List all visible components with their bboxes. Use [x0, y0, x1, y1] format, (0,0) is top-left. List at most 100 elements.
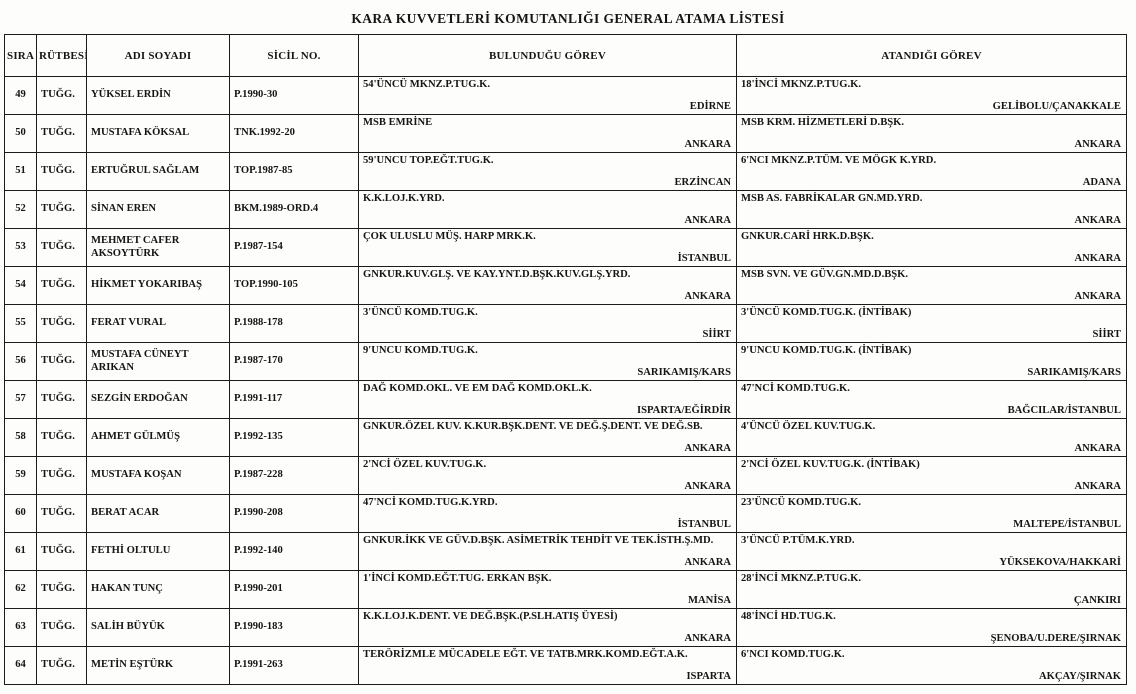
assigned-duty-cell: 48'İNCİ HD.TUG.K. ŞENOBA/U.DERE/ŞIRNAK [736, 608, 1127, 647]
assigned-duty-wrap: 47'NCİ KOMD.TUG.K. BAĞCILAR/İSTANBUL [738, 382, 1126, 418]
name-cell: SALİH BÜYÜK [86, 608, 230, 647]
assigned-duty-cell: 23'ÜNCÜ KOMD.TUG.K. MALTEPE/İSTANBUL [736, 494, 1127, 533]
assigned-duty-location: BAĞCILAR/İSTANBUL [1007, 404, 1121, 416]
registry-number-cell: P.1991-263 [229, 646, 359, 685]
current-duty-cell: TERÖRİZMLE MÜCADELE EĞT. VE TATB.MRK.KOM… [358, 646, 737, 685]
rank-cell: TUĞG. [36, 304, 87, 343]
assigned-duty-cell: 3'ÜNCÜ KOMD.TUG.K. (İNTİBAK) SİİRT [736, 304, 1127, 343]
current-duty-text: 2'NCİ ÖZEL KUV.TUG.K. [363, 459, 487, 470]
current-duty-text: 54'ÜNCÜ MKNZ.P.TUG.K. [363, 79, 491, 90]
current-duty-cell: GNKUR.ÖZEL KUV. K.KUR.BŞK.DENT. VE DEĞ.Ş… [358, 418, 737, 457]
assigned-duty-cell: 18'İNCİ MKNZ.P.TUG.K. GELİBOLU/ÇANAKKALE [736, 76, 1127, 115]
assigned-duty-wrap: MSB SVN. VE GÜV.GN.MD.D.BŞK. ANKARA [738, 268, 1126, 304]
table-row: 62 TUĞG. HAKAN TUNÇ P.1990-201 1'İNCİ KO… [4, 570, 1127, 609]
current-duty-wrap: GNKUR.İKK VE GÜV.D.BŞK. ASİMETRİK TEHDİT… [360, 534, 736, 570]
table-row: 57 TUĞG. SEZGİN ERDOĞAN P.1991-117 DAĞ K… [4, 380, 1127, 419]
assigned-duty-location: YÜKSEKOVA/HAKKARİ [999, 556, 1121, 568]
row-number-cell: 49 [4, 76, 37, 115]
header-sicil-no: SİCİL NO. [229, 34, 359, 77]
assigned-duty-cell: 47'NCİ KOMD.TUG.K. BAĞCILAR/İSTANBUL [736, 380, 1127, 419]
assigned-duty-cell: MSB KRM. HİZMETLERİ D.BŞK. ANKARA [736, 114, 1127, 153]
current-duty-wrap: GNKUR.KUV.GLŞ. VE KAY.YNT.D.BŞK.KUV.GLŞ.… [360, 268, 736, 304]
row-number-cell: 57 [4, 380, 37, 419]
row-number-cell: 61 [4, 532, 37, 571]
current-duty-wrap: K.K.LOJ.K.YRD. ANKARA [360, 192, 736, 228]
assigned-duty-text: GNKUR.CARİ HRK.D.BŞK. [741, 231, 874, 242]
current-duty-cell: GNKUR.İKK VE GÜV.D.BŞK. ASİMETRİK TEHDİT… [358, 532, 737, 571]
row-number-cell: 62 [4, 570, 37, 609]
assigned-duty-location: AKÇAY/ŞIRNAK [1038, 670, 1121, 682]
current-duty-cell: 59'UNCU TOP.EĞT.TUG.K. ERZİNCAN [358, 152, 737, 191]
name-cell: HİKMET YOKARIBAŞ [86, 266, 230, 305]
assigned-duty-location: ANKARA [1074, 442, 1122, 454]
registry-number-cell: P.1990-30 [229, 76, 359, 115]
assigned-duty-cell: 28'İNCİ MKNZ.P.TUG.K. ÇANKIRI [736, 570, 1127, 609]
current-duty-text: 47'NCİ KOMD.TUG.K.YRD. [363, 497, 498, 508]
assigned-duty-location: SİİRT [1092, 328, 1121, 340]
assigned-duty-cell: 2'NCİ ÖZEL KUV.TUG.K. (İNTİBAK) ANKARA [736, 456, 1127, 495]
assignment-table: SIRA RÜTBESİ ADI SOYADI SİCİL NO. BULUND… [4, 34, 1127, 685]
current-duty-text: 9'UNCU KOMD.TUG.K. [363, 345, 478, 356]
rank-cell: TUĞG. [36, 570, 87, 609]
header-sira: SIRA [4, 34, 37, 77]
row-number-cell: 56 [4, 342, 37, 381]
current-duty-location: SARIKAMIŞ/KARS [637, 366, 731, 378]
name-cell: MUSTAFA KÖKSAL [86, 114, 230, 153]
current-duty-location: ANKARA [684, 632, 732, 644]
rank-cell: TUĞG. [36, 608, 87, 647]
name-cell: FETHİ OLTULU [86, 532, 230, 571]
assigned-duty-text: 6'NCI KOMD.TUG.K. [741, 649, 845, 660]
rank-cell: TUĞG. [36, 456, 87, 495]
current-duty-text: ÇOK ULUSLU MÜŞ. HARP MRK.K. [363, 231, 536, 242]
row-number-cell: 64 [4, 646, 37, 685]
row-number-cell: 59 [4, 456, 37, 495]
table-row: 60 TUĞG. BERAT ACAR P.1990-208 47'NCİ KO… [4, 494, 1127, 533]
assigned-duty-text: 6'NCI MKNZ.P.TÜM. VE MÖGK K.YRD. [741, 155, 937, 166]
current-duty-location: ISPARTA/EĞİRDİR [636, 404, 731, 416]
assigned-duty-text: 2'NCİ ÖZEL KUV.TUG.K. (İNTİBAK) [741, 459, 920, 470]
rank-cell: TUĞG. [36, 76, 87, 115]
table-row: 63 TUĞG. SALİH BÜYÜK P.1990-183 K.K.LOJ.… [4, 608, 1127, 647]
name-cell: MEHMET CAFER AKSOYTÜRK [86, 228, 230, 267]
current-duty-cell: 47'NCİ KOMD.TUG.K.YRD. İSTANBUL [358, 494, 737, 533]
name-cell: YÜKSEL ERDİN [86, 76, 230, 115]
assigned-duty-location: ANKARA [1074, 480, 1122, 492]
current-duty-location: İSTANBUL [677, 518, 731, 530]
rank-cell: TUĞG. [36, 494, 87, 533]
header-atandigi-gorev: ATANDIĞI GÖREV [736, 34, 1127, 77]
current-duty-cell: 54'ÜNCÜ MKNZ.P.TUG.K. EDİRNE [358, 76, 737, 115]
current-duty-wrap: GNKUR.ÖZEL KUV. K.KUR.BŞK.DENT. VE DEĞ.Ş… [360, 420, 736, 456]
assigned-duty-location: ANKARA [1074, 138, 1122, 150]
current-duty-wrap: 1'İNCİ KOMD.EĞT.TUG. ERKAN BŞK. MANİSA [360, 572, 736, 608]
table-row: 59 TUĞG. MUSTAFA KOŞAN P.1987-228 2'NCİ … [4, 456, 1127, 495]
assigned-duty-text: 47'NCİ KOMD.TUG.K. [741, 383, 850, 394]
row-number-cell: 63 [4, 608, 37, 647]
current-duty-text: 59'UNCU TOP.EĞT.TUG.K. [363, 155, 494, 166]
current-duty-cell: DAĞ KOMD.OKL. VE EM DAĞ KOMD.OKL.K. ISPA… [358, 380, 737, 419]
current-duty-wrap: 47'NCİ KOMD.TUG.K.YRD. İSTANBUL [360, 496, 736, 532]
assigned-duty-cell: GNKUR.CARİ HRK.D.BŞK. ANKARA [736, 228, 1127, 267]
assigned-duty-wrap: MSB KRM. HİZMETLERİ D.BŞK. ANKARA [738, 116, 1126, 152]
row-number-cell: 55 [4, 304, 37, 343]
assigned-duty-text: 3'ÜNCÜ KOMD.TUG.K. (İNTİBAK) [741, 307, 912, 318]
rank-cell: TUĞG. [36, 342, 87, 381]
assigned-duty-wrap: 18'İNCİ MKNZ.P.TUG.K. GELİBOLU/ÇANAKKALE [738, 78, 1126, 114]
assigned-duty-wrap: 4'ÜNCÜ ÖZEL KUV.TUG.K. ANKARA [738, 420, 1126, 456]
rank-cell: TUĞG. [36, 114, 87, 153]
assigned-duty-location: ŞENOBA/U.DERE/ŞIRNAK [990, 632, 1121, 644]
assigned-duty-wrap: 23'ÜNCÜ KOMD.TUG.K. MALTEPE/İSTANBUL [738, 496, 1126, 532]
current-duty-text: DAĞ KOMD.OKL. VE EM DAĞ KOMD.OKL.K. [363, 383, 592, 394]
rank-cell: TUĞG. [36, 532, 87, 571]
assigned-duty-text: 18'İNCİ MKNZ.P.TUG.K. [741, 79, 861, 90]
assigned-duty-location: SARIKAMIŞ/KARS [1027, 366, 1121, 378]
assigned-duty-cell: MSB SVN. VE GÜV.GN.MD.D.BŞK. ANKARA [736, 266, 1127, 305]
rank-cell: TUĞG. [36, 380, 87, 419]
table-row: 55 TUĞG. FERAT VURAL P.1988-178 3'ÜNCÜ K… [4, 304, 1127, 343]
current-duty-location: ERZİNCAN [674, 176, 731, 188]
current-duty-text: 1'İNCİ KOMD.EĞT.TUG. ERKAN BŞK. [363, 573, 552, 584]
current-duty-location: ANKARA [684, 480, 732, 492]
current-duty-cell: K.K.LOJ.K.DENT. VE DEĞ.BŞK.(P.SLH.ATIŞ Ü… [358, 608, 737, 647]
header-adi-soyadi: ADI SOYADI [86, 34, 230, 77]
current-duty-text: 3'ÜNCÜ KOMD.TUG.K. [363, 307, 478, 318]
registry-number-cell: TOP.1987-85 [229, 152, 359, 191]
